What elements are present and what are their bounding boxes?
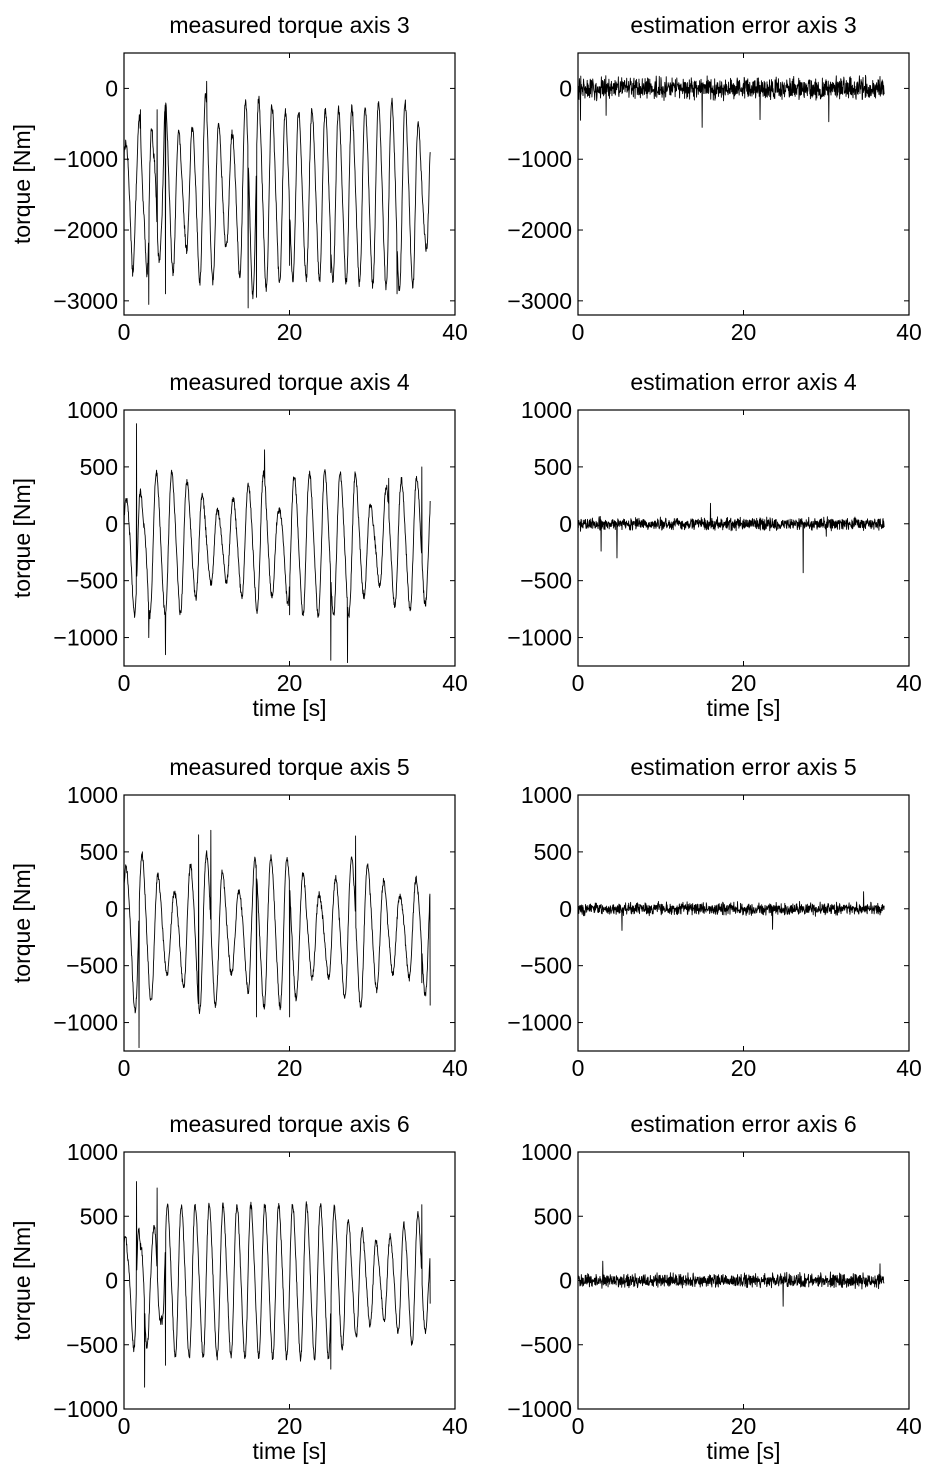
y-tick-label: −1000 xyxy=(507,1010,572,1036)
x-tick-label: 0 xyxy=(118,319,131,345)
x-axis-label: time [s] xyxy=(252,695,326,721)
y-tick-label: 0 xyxy=(105,511,118,537)
y-tick-label: 500 xyxy=(534,454,572,480)
x-tick-label: 20 xyxy=(277,319,303,345)
panel-3: 0 20 40 1000 500 0 −500 −1000 measured torque ax… xyxy=(9,369,468,721)
y-tick-label: 500 xyxy=(534,839,572,865)
y-tick-label: 1000 xyxy=(521,397,572,423)
x-tick-label: 40 xyxy=(442,319,468,345)
panel-2: 0 20 40 0 −1000 −2000 −3000 estimation error ax… xyxy=(507,12,921,345)
panel-title: measured torque axis 6 xyxy=(169,1111,409,1137)
panel-title: estimation error axis 4 xyxy=(630,369,856,395)
panel-5: 0 20 40 1000 500 0 −500 −1000 measured torque ax… xyxy=(9,754,468,1081)
panel-4: 0 20 40 1000 500 0 −500 −1000 estimation error a… xyxy=(507,369,921,721)
x-axis-label: time [s] xyxy=(252,1438,326,1464)
plot-area xyxy=(123,409,456,667)
panel-title: measured torque axis 5 xyxy=(169,754,409,780)
panel-title: estimation error axis 5 xyxy=(630,754,856,780)
y-axis-label: torque [Nm] xyxy=(9,863,35,983)
x-tick-label: 40 xyxy=(896,1055,922,1081)
y-tick-label: −500 xyxy=(66,953,118,979)
y-tick-label: 0 xyxy=(559,75,572,101)
y-tick-label: 0 xyxy=(559,511,572,537)
y-tick-label: 1000 xyxy=(521,782,572,808)
y-tick-label: 0 xyxy=(105,896,118,922)
series-line-1 xyxy=(124,829,431,1049)
panel-7: 0 20 40 1000 500 0 −500 −1000 measured torque ax… xyxy=(9,1111,468,1464)
y-axis-label: torque [Nm] xyxy=(9,124,35,244)
plot-area xyxy=(577,409,910,667)
panel-title: measured torque axis 4 xyxy=(169,369,410,395)
y-tick-label: 1000 xyxy=(521,1139,572,1165)
y-tick-label: −1000 xyxy=(507,146,572,172)
y-tick-label: −1000 xyxy=(507,625,572,651)
plot-area xyxy=(123,52,456,316)
x-axis-label: time [s] xyxy=(706,695,780,721)
y-tick-label: −500 xyxy=(66,1332,118,1358)
x-tick-label: 40 xyxy=(896,319,922,345)
x-tick-label: 0 xyxy=(572,670,585,696)
series-line-1 xyxy=(578,891,885,931)
y-axis-label: torque [Nm] xyxy=(9,478,35,598)
series-line-1 xyxy=(578,74,885,128)
y-tick-label: −500 xyxy=(520,1332,572,1358)
x-tick-label: 0 xyxy=(118,1055,131,1081)
y-tick-label: 1000 xyxy=(67,782,118,808)
x-tick-label: 20 xyxy=(277,670,303,696)
y-tick-label: −1000 xyxy=(507,1396,572,1422)
y-tick-label: 500 xyxy=(80,1203,118,1229)
y-tick-label: −500 xyxy=(520,568,572,594)
y-tick-label: 0 xyxy=(559,1268,572,1294)
x-tick-label: 0 xyxy=(572,1413,585,1439)
y-tick-label: −1000 xyxy=(53,625,118,651)
y-tick-label: 500 xyxy=(80,839,118,865)
panel-title: estimation error axis 3 xyxy=(630,12,856,38)
x-tick-label: 20 xyxy=(277,1055,303,1081)
y-tick-label: −1000 xyxy=(53,1396,118,1422)
y-tick-label: −3000 xyxy=(507,288,572,314)
panel-6: 0 20 40 1000 500 0 −500 −1000 estimation error a… xyxy=(507,754,921,1081)
y-tick-label: −500 xyxy=(66,568,118,594)
y-tick-label: 1000 xyxy=(67,1139,118,1165)
x-tick-label: 0 xyxy=(118,1413,131,1439)
x-tick-label: 20 xyxy=(731,670,757,696)
y-tick-label: −3000 xyxy=(53,288,118,314)
y-tick-label: −1000 xyxy=(53,1010,118,1036)
series-line-1 xyxy=(124,80,431,309)
y-tick-label: −500 xyxy=(520,953,572,979)
y-tick-label: −1000 xyxy=(53,146,118,172)
y-tick-label: 500 xyxy=(80,454,118,480)
panel-8: 0 20 40 1000 500 0 −500 −1000 estimation error a… xyxy=(507,1111,921,1464)
series-line-1 xyxy=(578,502,885,574)
x-tick-label: 0 xyxy=(572,1055,585,1081)
x-tick-label: 40 xyxy=(442,1055,468,1081)
x-tick-label: 40 xyxy=(442,670,468,696)
x-tick-label: 20 xyxy=(731,319,757,345)
x-tick-label: 40 xyxy=(896,670,922,696)
x-axis-label: time [s] xyxy=(706,1438,780,1464)
y-tick-label: 0 xyxy=(559,896,572,922)
y-axis-label: torque [Nm] xyxy=(9,1220,35,1340)
y-tick-label: 0 xyxy=(105,1268,118,1294)
y-tick-label: 1000 xyxy=(67,397,118,423)
x-tick-label: 20 xyxy=(731,1055,757,1081)
y-tick-label: 500 xyxy=(534,1203,572,1229)
panel-1: 0 20 40 0 −1000 −2000 −3000 measured torque axi… xyxy=(9,12,468,345)
series-line-1 xyxy=(124,423,431,664)
y-tick-label: 0 xyxy=(105,75,118,101)
y-tick-label: −2000 xyxy=(53,217,118,243)
panel-title: measured torque axis 3 xyxy=(169,12,409,38)
x-tick-label: 0 xyxy=(118,670,131,696)
x-tick-label: 40 xyxy=(896,1413,922,1439)
series-line-1 xyxy=(124,1181,431,1388)
series-line-1 xyxy=(578,1260,885,1307)
x-tick-label: 0 xyxy=(572,319,585,345)
x-tick-label: 20 xyxy=(731,1413,757,1439)
panel-title: estimation error axis 6 xyxy=(630,1111,856,1137)
y-tick-label: −2000 xyxy=(507,217,572,243)
x-tick-label: 20 xyxy=(277,1413,303,1439)
plot-area xyxy=(577,794,910,1052)
x-tick-label: 40 xyxy=(442,1413,468,1439)
